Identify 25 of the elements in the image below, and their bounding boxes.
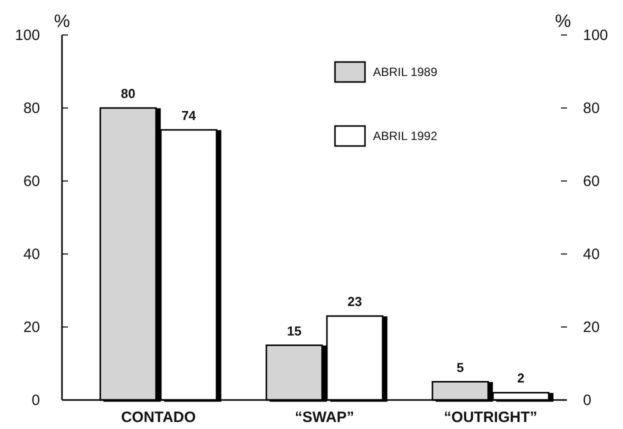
- x-tick-label: “SWAP”: [294, 409, 354, 426]
- y2-tick-label: 80: [583, 100, 600, 117]
- x-tick-label: CONTADO: [121, 409, 196, 426]
- x-tick-label: “OUTRIGHT”: [444, 409, 538, 426]
- y-tick-label: 20: [23, 318, 40, 336]
- y-tick-label: 80: [23, 100, 40, 117]
- y2-tick-label: 0: [583, 392, 592, 409]
- legend-label: ABRIL 1989: [373, 65, 438, 79]
- y2-tick-label: 20: [583, 318, 600, 336]
- data-label: 15: [286, 323, 302, 338]
- data-label: 23: [348, 294, 362, 310]
- legend-label: ABRIL 1992: [373, 129, 438, 143]
- y2-tick-label: 40: [583, 246, 600, 263]
- y2-axis-title: %: [555, 11, 572, 31]
- y-tick-label: 60: [23, 172, 40, 190]
- data-label: 74: [181, 108, 197, 123]
- y-tick-label: 100: [14, 26, 40, 44]
- data-label: 80: [120, 86, 136, 101]
- y2-tick-label: 60: [583, 172, 600, 190]
- data-label: 5: [456, 360, 464, 375]
- data-label: 2: [517, 370, 524, 386]
- y-axis-title: %: [54, 11, 70, 31]
- y2-tick-label: 100: [583, 26, 608, 44]
- y-tick-label: 0: [32, 392, 40, 409]
- y-tick-label: 40: [23, 246, 40, 263]
